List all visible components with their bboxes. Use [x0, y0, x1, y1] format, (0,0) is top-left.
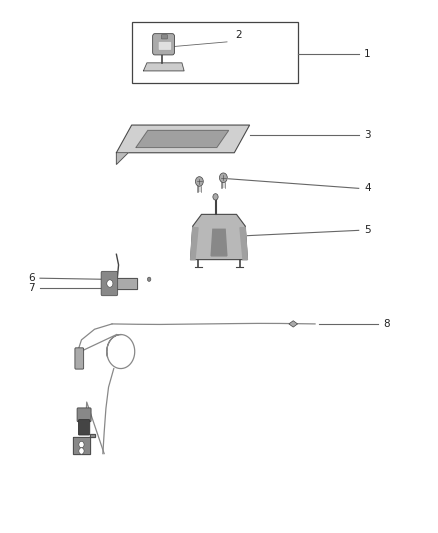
Text: 2: 2	[235, 30, 242, 41]
Text: 6: 6	[28, 273, 35, 283]
Polygon shape	[73, 434, 95, 454]
Text: 4: 4	[364, 183, 371, 193]
Polygon shape	[136, 131, 229, 148]
FancyBboxPatch shape	[152, 34, 174, 55]
FancyBboxPatch shape	[75, 348, 84, 369]
FancyBboxPatch shape	[101, 271, 118, 296]
Polygon shape	[144, 63, 184, 71]
FancyBboxPatch shape	[158, 42, 171, 50]
FancyBboxPatch shape	[77, 408, 91, 422]
Polygon shape	[117, 153, 128, 165]
Polygon shape	[102, 278, 138, 289]
Polygon shape	[191, 228, 198, 260]
Polygon shape	[240, 228, 247, 260]
Polygon shape	[289, 321, 297, 327]
Text: 1: 1	[364, 49, 371, 59]
Polygon shape	[117, 125, 250, 153]
Text: 5: 5	[364, 225, 371, 236]
Circle shape	[107, 280, 113, 287]
Circle shape	[79, 441, 84, 448]
FancyBboxPatch shape	[161, 35, 167, 39]
Text: 7: 7	[28, 283, 35, 293]
Circle shape	[148, 277, 151, 281]
FancyBboxPatch shape	[78, 419, 90, 435]
Polygon shape	[191, 214, 247, 260]
Bar	[132, 22, 297, 83]
Circle shape	[195, 176, 203, 186]
Text: 3: 3	[364, 130, 371, 140]
Circle shape	[79, 448, 84, 454]
Circle shape	[219, 173, 227, 182]
Text: 8: 8	[384, 319, 390, 329]
Polygon shape	[211, 229, 227, 256]
Circle shape	[213, 193, 218, 200]
